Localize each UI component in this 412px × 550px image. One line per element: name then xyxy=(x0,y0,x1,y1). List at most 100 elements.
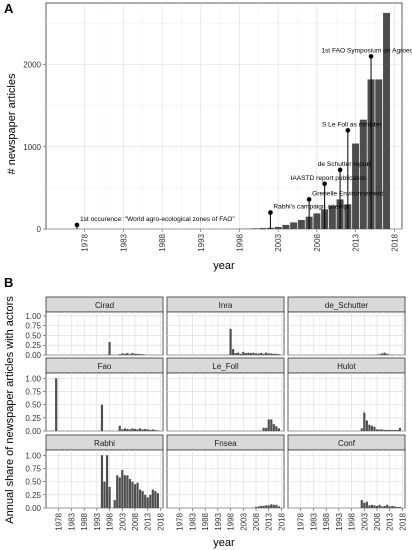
y-tick-label: 0.75 xyxy=(25,322,41,331)
x-tick-label: 2013 xyxy=(144,512,153,530)
strip-label: Le_Foll xyxy=(212,362,238,371)
bar-Hulot-2007 xyxy=(373,426,376,431)
bar-Le_Foll-2016 xyxy=(275,426,278,431)
x-tick-label: 1993 xyxy=(335,512,344,530)
x-tick-label: 1998 xyxy=(348,512,357,530)
bar-2005 xyxy=(290,222,298,229)
bar-Conf-2011 xyxy=(383,505,386,508)
x-tick-label: 1988 xyxy=(322,512,331,530)
x-tick-label: 1988 xyxy=(201,512,210,530)
bar-Fao-2015 xyxy=(151,429,154,431)
bar-Rabhi-2004 xyxy=(123,475,126,508)
facet-background xyxy=(287,311,406,356)
bar-Fnsea-2016 xyxy=(275,504,278,508)
bar-Fnsea-2014 xyxy=(270,504,273,508)
bar-Inra-2016 xyxy=(275,353,278,355)
bar-Fao-2014 xyxy=(149,429,152,431)
bar-Conf-2005 xyxy=(368,505,371,508)
y-tick-label: 0.50 xyxy=(25,401,41,410)
annotation-label: 1st FAO Symposium on Agroecology xyxy=(321,47,412,54)
annotation-label: S Le Foll as minister xyxy=(322,121,383,128)
bar-de_Schutter-2009 xyxy=(378,354,381,355)
bar-Hulot-2010 xyxy=(381,429,384,431)
facet-background xyxy=(166,311,285,356)
x-tick-label: 1998 xyxy=(235,233,244,251)
x-tick-label: 1983 xyxy=(188,512,197,530)
bar-Cirad-2005 xyxy=(126,353,129,355)
y-tick-label: 1.00 xyxy=(25,451,41,460)
bar-Fao-2008 xyxy=(133,428,137,431)
x-tick-label: 2008 xyxy=(313,233,322,251)
bar-Inra-2007 xyxy=(252,352,255,355)
bar-Inra-2001 xyxy=(237,352,240,355)
bar-Cirad-2004 xyxy=(123,353,126,355)
x-tick-label: 1998 xyxy=(106,512,115,530)
x-tick-label: 1978 xyxy=(55,512,64,530)
bar-Inra-1999 xyxy=(232,349,235,355)
bar-Hulot-2011 xyxy=(383,429,386,431)
x-tick-label: 2013 xyxy=(386,512,395,530)
y-tick-label: 1000 xyxy=(23,143,41,152)
bar-Fao-2012 xyxy=(144,428,147,431)
bar-2017 xyxy=(383,12,391,230)
bar-Cirad-2007 xyxy=(131,353,134,355)
bar-Rabhi-2005 xyxy=(126,475,129,508)
bar-Rabhi-2009 xyxy=(136,482,139,508)
y-tick-label: 0.00 xyxy=(25,351,41,360)
y-tick-label: 1.00 xyxy=(25,374,41,383)
panel-a-plot: 1978 1983 1988 1993 1998 2003 2008 2013 2018 0 100… xyxy=(23,2,412,252)
bar-Le_Foll-2017 xyxy=(277,428,280,431)
bar-2010 xyxy=(328,205,336,229)
x-tick-label: 2003 xyxy=(274,233,283,251)
bar-Le_Foll-2011 xyxy=(262,427,265,431)
bar-Fnsea-2015 xyxy=(272,504,275,508)
bar-Fao-2007 xyxy=(131,428,134,431)
bar-Rabhi-2012 xyxy=(144,494,147,508)
panel-a-background xyxy=(45,2,403,230)
bar-Rabhi-2000 xyxy=(113,500,116,508)
strip-label: de_Schutter xyxy=(325,301,368,310)
strip-label: Rabhi xyxy=(94,439,115,448)
bar-de_Schutter-2012 xyxy=(386,353,389,355)
bar-Le_Foll-2013 xyxy=(267,419,270,431)
bar-Rabhi-2007 xyxy=(131,481,134,508)
x-tick-label: 2008 xyxy=(373,512,382,530)
bar-Rabhi-1997 xyxy=(105,455,109,508)
bar-Rabhi-1996 xyxy=(103,481,106,508)
bar-Conf-2006 xyxy=(370,504,374,508)
y-tick-label: 2000 xyxy=(23,61,41,70)
bar-Fnsea-2012 xyxy=(265,505,268,508)
facet-Inra: Inra xyxy=(166,296,285,356)
bar-Inra-2003 xyxy=(242,351,245,355)
y-tick-label: 0.00 xyxy=(25,427,41,436)
bar-Rabhi-2003 xyxy=(121,470,124,508)
bar-Inra-2017 xyxy=(277,354,280,355)
bar-de_Schutter-2011 xyxy=(383,352,386,355)
bar-Rabhi-2001 xyxy=(116,475,119,508)
bar-Inra-2004 xyxy=(244,353,247,355)
bar-Conf-2012 xyxy=(386,504,389,508)
x-tick-label: 2008 xyxy=(252,512,261,530)
y-tick-label: 1.00 xyxy=(25,312,41,321)
x-tick-label: 1983 xyxy=(67,512,76,530)
bar-Fao-1977 xyxy=(55,378,58,431)
bar-Fao-2011 xyxy=(141,429,144,431)
panel-b-label: B xyxy=(4,275,13,290)
bar-Hulot-2002 xyxy=(360,428,363,431)
bar-2016 xyxy=(375,79,383,229)
y-tick-label: 0.75 xyxy=(25,387,41,396)
panel-a-xlabel: year xyxy=(213,260,235,272)
bar-Inra-2006 xyxy=(249,353,253,355)
strip-label: Fao xyxy=(98,362,112,371)
bar-Hulot-2003 xyxy=(363,412,366,431)
bar-Inra-2005 xyxy=(247,352,250,355)
annotation-label: IAASTD report publication xyxy=(290,175,367,182)
bar-Hulot-2017 xyxy=(398,427,401,431)
panel-b-xlabel: year xyxy=(213,537,235,549)
bar-Fao-2002 xyxy=(118,425,121,431)
bar-Conf-2003 xyxy=(363,502,366,508)
annotation-dot xyxy=(306,197,312,202)
